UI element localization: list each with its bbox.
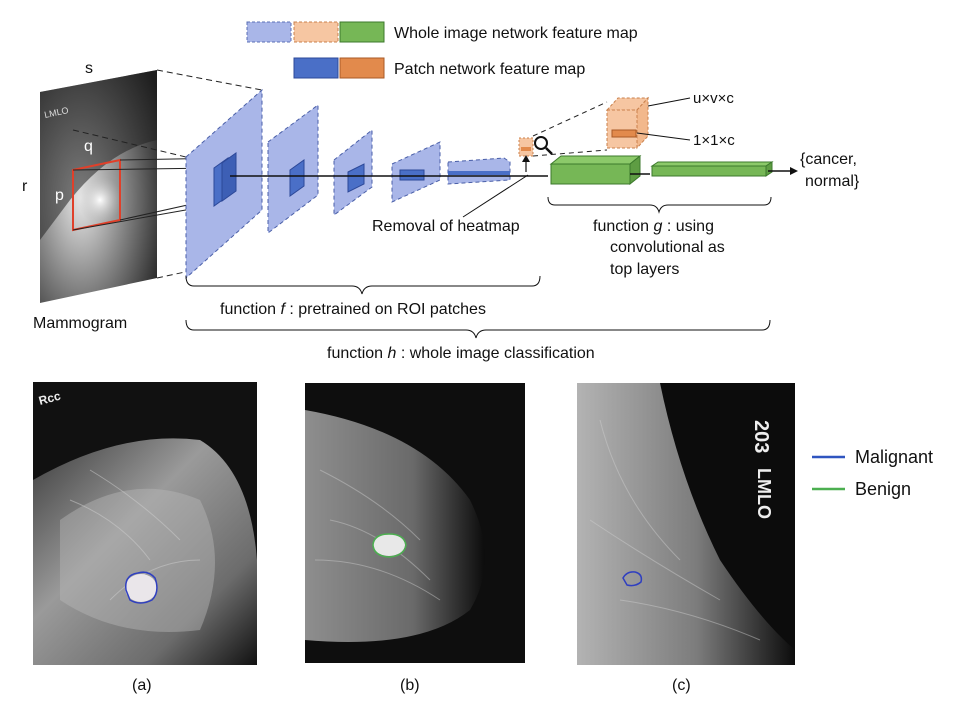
legend-patch-label: Patch network feature map: [394, 61, 585, 78]
legend-swatch-blue: [293, 57, 339, 79]
malignant-contour-c: [622, 571, 643, 587]
brace-f: [185, 275, 541, 295]
patch-map-2: [289, 159, 305, 197]
mammogram-c: 203 LMLO: [577, 383, 795, 665]
mark-lmlo: LMLO: [754, 468, 774, 519]
dims-label-11c: 1×1×c: [693, 132, 735, 149]
legend-whole-label: Whole image network feature map: [394, 25, 638, 42]
legend-benign: Benign: [855, 479, 911, 499]
brace-h: [185, 319, 771, 339]
brace-g: [547, 196, 772, 214]
feature-map-layer-4: [391, 141, 441, 203]
patch-map-4: [399, 169, 425, 181]
svg-text:LMLO: LMLO: [43, 105, 69, 120]
magnifier-icon: [534, 136, 553, 155]
dim-q: q: [84, 138, 93, 155]
legend-patch: Patch network feature map: [293, 57, 585, 79]
legend-swatch-blue-light: [246, 21, 292, 43]
mark-rcc: Rcc: [37, 389, 62, 408]
feature-map-layer-3: [333, 128, 373, 216]
heatmap-block: [518, 137, 534, 172]
function-g-label: function g : using: [593, 218, 714, 235]
function-h-label: function h : whole image classification: [327, 345, 595, 362]
legend-swatch-green: [339, 21, 385, 43]
patch-map-3: [347, 163, 365, 193]
output-label-1: {cancer,: [800, 151, 857, 168]
malignant-contour-a: [125, 571, 158, 604]
function-g-line-2: convolutional as: [610, 239, 725, 256]
feature-map-layer-2: [267, 104, 319, 235]
mammogram-label: Mammogram: [33, 315, 127, 332]
projection-lines: [72, 69, 263, 279]
mammogram-a: Rcc: [33, 382, 257, 665]
benign-contour-b: [372, 533, 407, 558]
dims-label-uvc: u×v×c: [693, 90, 734, 107]
function-g-line-3: top layers: [610, 261, 679, 278]
mammogram-b: [305, 383, 525, 663]
dim-s: s: [85, 60, 93, 77]
function-f-label: function f : pretrained on ROI patches: [220, 301, 486, 318]
output-arrow: [790, 167, 798, 175]
mark-203: 203: [750, 420, 772, 453]
legend-malignant: Malignant: [855, 447, 933, 467]
caption-b: (b): [400, 677, 420, 694]
legend-swatch-orange-light: [293, 21, 339, 43]
mammogram-image: LMLO: [40, 70, 157, 303]
output-label-2: normal}: [805, 173, 860, 190]
dim-p: p: [55, 187, 64, 204]
removal-label: Removal of heatmap: [372, 218, 520, 235]
zoomed-heatmap-cube: [605, 96, 650, 150]
legend-whole-image: Whole image network feature map: [246, 21, 638, 43]
caption-c: (c): [672, 677, 691, 694]
mammogram-lesion: [78, 176, 122, 224]
contour-legend: Malignant Benign: [812, 447, 933, 499]
dim-r: r: [22, 178, 28, 195]
legend-swatch-orange: [339, 57, 385, 79]
feature-map-layer-5: [447, 157, 511, 185]
top-layer-block-2: [650, 161, 774, 177]
feature-map-layer-1: [185, 88, 263, 280]
top-layer-block-1: [549, 154, 642, 186]
caption-a: (a): [132, 677, 152, 694]
